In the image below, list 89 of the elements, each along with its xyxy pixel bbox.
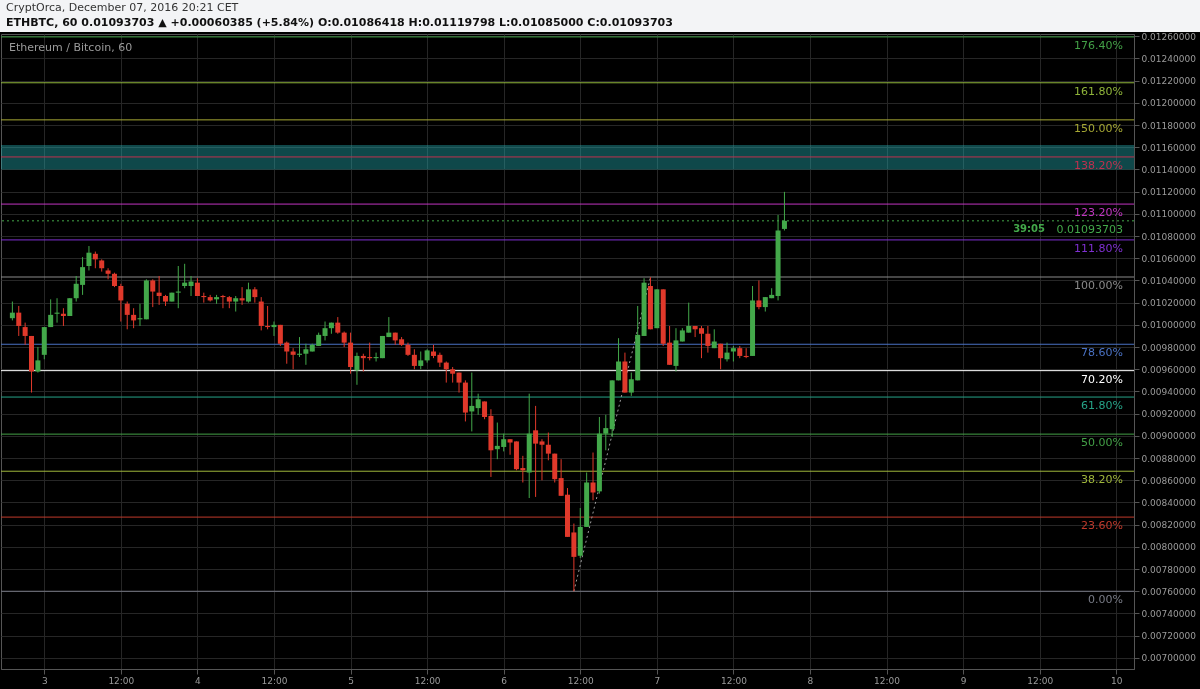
candlestick <box>724 342 730 362</box>
ref-line-label: 61.80% <box>1081 399 1123 413</box>
y-tick-label: 0.00720000 <box>1141 631 1197 642</box>
ref-line-label: 70.20% <box>1081 372 1123 386</box>
y-tick-label: 0.00740000 <box>1141 608 1197 619</box>
x-tick-label: 9 <box>960 675 967 686</box>
candlestick <box>118 283 124 323</box>
x-tick-label: 12:00 <box>1027 675 1054 686</box>
candlestick <box>188 275 194 297</box>
y-tick-label: 0.01020000 <box>1141 298 1197 309</box>
candlestick <box>354 352 360 386</box>
x-tick-label: 3 <box>41 675 48 686</box>
x-tick-label: 8 <box>807 675 814 686</box>
y-tick-label: 0.00780000 <box>1141 564 1197 575</box>
y-tick-label: 0.01260000 <box>1141 31 1197 42</box>
candlestick <box>124 301 130 330</box>
ref-line-label: 0.00% <box>1088 593 1123 607</box>
x-tick-label: 12:00 <box>108 675 135 686</box>
text: CryptOrca, December 07, 2016 20:21 CET <box>6 0 240 15</box>
y-tick-label: 0.01220000 <box>1141 76 1197 87</box>
ref-line-label: 123.20% <box>1074 206 1123 220</box>
text: Ethereum / Bitcoin, 60 <box>9 41 133 54</box>
ref-line-label: 176.40% <box>1074 38 1123 52</box>
y-tick-label: 0.00940000 <box>1141 386 1197 397</box>
y-tick-label: 0.01000000 <box>1141 320 1197 331</box>
candlestick <box>35 346 41 374</box>
y-tick-label: 0.01120000 <box>1141 187 1197 198</box>
candlestick <box>705 325 711 354</box>
candlestick <box>590 452 596 501</box>
candlestick <box>475 393 481 416</box>
candlestick <box>16 305 22 337</box>
y-tick-label: 0.00860000 <box>1141 475 1197 486</box>
x-tick-label: 12:00 <box>720 675 748 686</box>
y-tick-label: 0.00840000 <box>1141 497 1197 508</box>
ref-line-label: 138.20% <box>1074 158 1123 172</box>
ref-line-label: 161.80% <box>1074 84 1123 98</box>
ref-line-label: 50.00% <box>1081 436 1123 450</box>
candlestick <box>271 321 277 337</box>
candlestick <box>411 348 417 370</box>
y-tick-label: 0.01160000 <box>1141 142 1197 153</box>
x-tick-label: 4 <box>195 675 202 686</box>
ref-line-label: 111.80% <box>1074 241 1123 255</box>
x-tick-label: 12:00 <box>874 675 901 686</box>
ref-line-label: 0.01093703 <box>1056 222 1123 236</box>
ref-line-label: 23.60% <box>1081 519 1123 533</box>
ref-line-label: 78.60% <box>1081 346 1123 360</box>
y-tick-label: 0.00760000 <box>1141 586 1197 597</box>
ref-line-label: 100.00% <box>1074 279 1123 292</box>
candlestick <box>239 286 245 306</box>
y-tick-label: 0.01180000 <box>1141 120 1197 131</box>
candlestick <box>756 279 762 310</box>
y-tick-label: 0.01140000 <box>1141 164 1197 175</box>
ref-line-label: 38.20% <box>1081 473 1123 487</box>
y-tick-label: 0.00980000 <box>1141 342 1197 353</box>
y-tick-label: 0.01040000 <box>1141 275 1197 286</box>
x-tick-label: 7 <box>654 675 661 686</box>
x-tick-label: 12:00 <box>567 675 594 686</box>
candlestick <box>150 278 156 308</box>
y-tick-label: 0.00960000 <box>1141 364 1197 375</box>
candlestick <box>22 322 28 346</box>
candlestick <box>105 267 111 280</box>
candlestick <box>86 245 92 271</box>
y-tick-label: 0.00700000 <box>1141 653 1197 664</box>
y-tick-label: 0.01240000 <box>1141 53 1197 64</box>
x-tick-label: 10 <box>1111 675 1123 686</box>
annotation: 39:05 <box>1013 222 1046 234</box>
candlestick <box>443 360 449 384</box>
y-tick-label: 0.00800000 <box>1141 542 1197 553</box>
candlestick <box>322 321 328 341</box>
candlestick <box>718 343 724 370</box>
candlestick <box>48 298 54 328</box>
y-tick-label: 0.00900000 <box>1141 431 1197 442</box>
candlestick <box>245 282 251 304</box>
chart-title: ETHBTC, 60 0.01093703 ▲ +0.00060385 (+5.84%) O:0.01086418 H:0.01119798 L:0.01085000 C:0.01093703 <box>6 15 674 30</box>
x-tick-label: 12:00 <box>261 675 288 686</box>
candlestick <box>303 343 309 366</box>
x-tick-label: 6 <box>501 675 508 686</box>
y-tick-label: 0.01080000 <box>1141 231 1197 242</box>
candlestick <box>545 432 551 461</box>
candlestick <box>616 337 622 381</box>
x-tick-label: 12:00 <box>414 675 441 686</box>
y-tick-label: 0.00920000 <box>1141 409 1197 420</box>
y-tick-label: 0.01060000 <box>1141 253 1197 264</box>
ref-line-label: 150.00% <box>1074 121 1123 135</box>
x-tick-label: 5 <box>348 675 354 686</box>
y-tick-label: 0.00820000 <box>1141 520 1197 531</box>
y-tick-label: 0.01200000 <box>1141 98 1197 109</box>
y-tick-label: 0.00880000 <box>1141 453 1197 464</box>
y-tick-label: 0.01100000 <box>1141 209 1197 220</box>
